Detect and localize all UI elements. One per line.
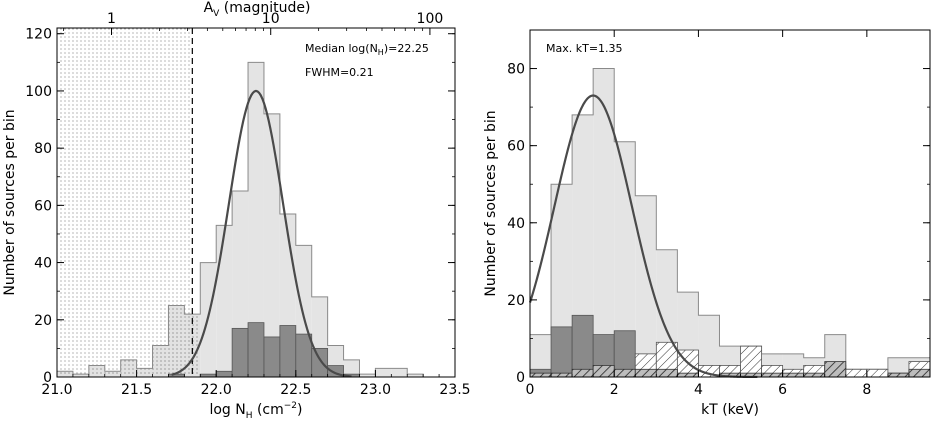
y-tick-label: 0 bbox=[516, 370, 525, 386]
x-tick-label: 22.0 bbox=[201, 382, 232, 398]
av-top-axis-label: AV (magnitude) bbox=[204, 0, 311, 19]
kt-hatched-bar bbox=[887, 372, 910, 378]
x-tick-label: 0 bbox=[526, 382, 535, 398]
x-tick-label: 2 bbox=[610, 382, 619, 398]
kt-hatched-bar bbox=[592, 365, 615, 378]
nh-total-bar bbox=[120, 359, 137, 377]
kt-subset-bar bbox=[550, 326, 573, 378]
nh-subset-bar bbox=[311, 347, 329, 378]
y-tick-label: 40 bbox=[34, 256, 52, 272]
nh-total-bar bbox=[57, 371, 73, 377]
kt-hatched-bar bbox=[676, 372, 699, 378]
nh-total-bar bbox=[72, 374, 89, 377]
kt-hatched-bar bbox=[761, 372, 784, 378]
kt-x-axis-label: kT (keV) bbox=[701, 402, 759, 418]
y-tick-label: 100 bbox=[25, 84, 52, 100]
x-tick-label: 4 bbox=[694, 382, 703, 398]
kt-subset-bar bbox=[571, 314, 594, 378]
nh-plot-frame bbox=[56, 27, 456, 378]
kt-hatched-bar bbox=[550, 372, 573, 378]
nh-total-bar bbox=[104, 371, 121, 377]
nh-subset-bar bbox=[263, 336, 281, 378]
kt-total-bar bbox=[635, 195, 657, 377]
x-tick-label: 22.5 bbox=[280, 382, 311, 398]
nh-subset-bar bbox=[279, 325, 297, 378]
kt-hatched-bar bbox=[824, 361, 847, 378]
max-kt-annotation: Max. kT=1.35 bbox=[546, 42, 623, 55]
nh-total-bar bbox=[152, 345, 169, 377]
nh-histogram-panel: 21.0 21.5 22.0 22.5 23.0 23.5 0 20 40 60 80 100 120… bbox=[2, 0, 471, 421]
kt-y-axis-label: Number of sources per bin bbox=[483, 110, 499, 296]
nh-total-bar bbox=[168, 305, 185, 377]
kt-total-bar bbox=[887, 357, 909, 377]
y-tick-label: 0 bbox=[43, 370, 52, 386]
y-tick-label: 20 bbox=[507, 293, 525, 309]
x-tick-label: 8 bbox=[862, 382, 871, 398]
kt-plot-frame bbox=[529, 29, 931, 378]
x-tick-label: 23.5 bbox=[439, 382, 470, 398]
nh-total-bar bbox=[391, 368, 408, 377]
y-tick-label: 20 bbox=[34, 313, 52, 329]
nh-x-axis-label: log NH (cm−2) bbox=[209, 401, 302, 421]
top-tick-label: 10 bbox=[262, 11, 280, 27]
kt-total-bar bbox=[572, 114, 594, 378]
nh-subset-bar bbox=[215, 370, 233, 378]
y-tick-label: 60 bbox=[507, 139, 525, 155]
y-tick-label: 80 bbox=[507, 62, 525, 78]
top-tick-label: 100 bbox=[417, 11, 444, 27]
nh-subset-bar bbox=[247, 322, 265, 378]
kt-total-bar bbox=[530, 334, 552, 377]
nh-total-bar bbox=[184, 314, 201, 377]
y-tick-label: 40 bbox=[507, 216, 525, 232]
top-tick-label: 1 bbox=[107, 11, 116, 27]
kt-histogram-panel: 0 2 4 6 8 0 20 40 60 80 kT (keV) Number of sourc… bbox=[483, 29, 931, 418]
kt-hatched-bar bbox=[613, 368, 636, 378]
kt-hatched-bar bbox=[529, 372, 552, 378]
x-tick-label: 6 bbox=[778, 382, 787, 398]
kt-hatched-bar bbox=[634, 368, 657, 378]
nh-total-bar bbox=[88, 365, 105, 377]
kt-hatched-bar bbox=[782, 372, 805, 378]
nh-total-bar bbox=[263, 113, 280, 377]
kt-hatched-bar bbox=[655, 368, 678, 378]
kt-total-bar bbox=[593, 68, 615, 378]
x-tick-label: 21.5 bbox=[121, 382, 152, 398]
nh-subset-bar bbox=[231, 327, 249, 378]
x-tick-label: 21.0 bbox=[41, 382, 72, 398]
nh-subset-bar bbox=[295, 333, 313, 378]
kt-subset-bar bbox=[740, 345, 762, 378]
nh-total-bar bbox=[343, 359, 360, 377]
nh-total-bar bbox=[407, 374, 424, 377]
nh-total-bar bbox=[136, 368, 153, 377]
y-tick-label: 60 bbox=[34, 198, 52, 214]
x-tick-label: 23.0 bbox=[360, 382, 391, 398]
median-annotation: Median log(NH)=22.25 bbox=[305, 42, 429, 57]
kt-hatched-bar bbox=[803, 372, 826, 378]
nh-gaussian-fit bbox=[171, 89, 352, 378]
nh-y-axis-label: Number of sources per bin bbox=[2, 109, 18, 295]
kt-subset-bar bbox=[866, 368, 889, 378]
y-tick-label: 120 bbox=[25, 27, 52, 43]
kt-hatched-bar bbox=[908, 368, 931, 378]
kt-subset-bar bbox=[845, 368, 868, 378]
kt-hatched-bar bbox=[571, 368, 594, 378]
nh-total-bar bbox=[375, 368, 392, 377]
nh-total-bar bbox=[248, 62, 264, 377]
fwhm-annotation: FWHM=0.21 bbox=[305, 66, 374, 79]
nh-total-bar bbox=[359, 374, 376, 377]
nh-total-bar bbox=[216, 225, 233, 377]
y-tick-label: 80 bbox=[34, 141, 52, 157]
kt-total-bar bbox=[698, 315, 720, 377]
